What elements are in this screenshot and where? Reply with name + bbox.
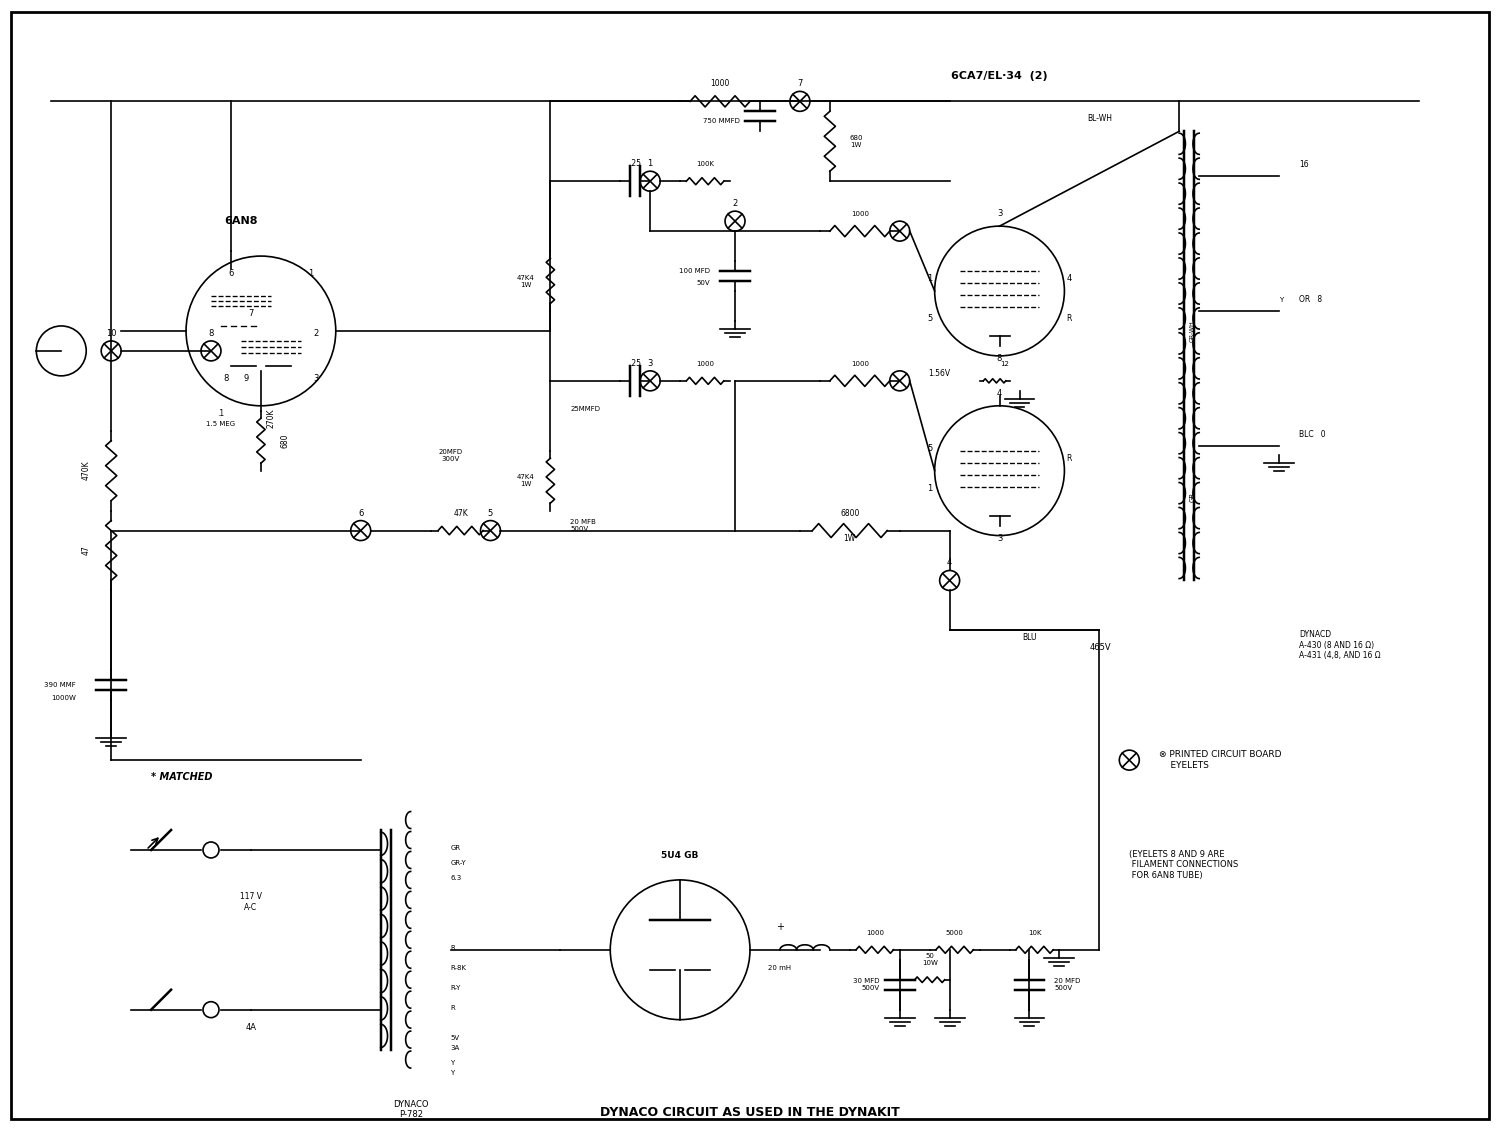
Text: 2: 2 [314,329,318,338]
Text: 390 MMF: 390 MMF [45,682,76,689]
Text: 470K: 470K [81,460,90,481]
Text: 5U4 GB: 5U4 GB [662,851,699,860]
Text: 4: 4 [946,559,952,568]
Text: 1.56V: 1.56V [928,369,951,378]
Text: 3: 3 [648,359,652,368]
Text: +: + [776,922,784,932]
Text: 6AN8: 6AN8 [224,216,258,226]
Circle shape [202,1002,219,1018]
Text: 3: 3 [998,209,1002,218]
Text: R: R [450,944,456,951]
Text: 465V: 465V [1089,644,1112,653]
Text: GR-Y: GR-Y [450,860,466,866]
Text: 47K: 47K [453,509,468,518]
Text: 3: 3 [998,534,1002,543]
Text: 7: 7 [796,79,802,88]
Text: 20 MFD
500V: 20 MFD 500V [1054,978,1082,991]
Text: 1: 1 [927,484,933,493]
Text: R: R [1066,454,1072,463]
Text: GR: GR [450,845,460,851]
Text: 30 MFD
500V: 30 MFD 500V [853,978,880,991]
Text: 750 MMFD: 750 MMFD [704,119,740,124]
Text: ⊗ PRINTED CIRCUIT BOARD
    EYELETS: ⊗ PRINTED CIRCUIT BOARD EYELETS [1160,751,1281,770]
Text: (EYELETS 8 AND 9 ARE
 FILAMENT CONNECTIONS
 FOR 6AN8 TUBE): (EYELETS 8 AND 9 ARE FILAMENT CONNECTION… [1130,851,1239,880]
Text: DYNACO CIRCUIT AS USED IN THE DYNAKIT: DYNACO CIRCUIT AS USED IN THE DYNAKIT [600,1106,900,1120]
Text: 1: 1 [308,269,314,278]
Text: DYNACO
P-782: DYNACO P-782 [393,1099,429,1119]
Text: 25MMFD: 25MMFD [570,406,600,412]
Text: 6: 6 [228,269,234,278]
Text: 1: 1 [648,159,652,169]
Text: 1000: 1000 [850,361,868,366]
Text: 6: 6 [358,509,363,518]
Text: 270K: 270K [267,408,276,428]
Text: 6800: 6800 [840,509,860,518]
Text: 16: 16 [1299,161,1308,170]
Text: 8: 8 [224,374,228,382]
Text: 4A: 4A [246,1022,256,1031]
Text: 5000: 5000 [945,930,963,935]
Text: 4: 4 [998,389,1002,398]
Text: OR   8: OR 8 [1299,295,1322,304]
Text: 20 MFB
500V: 20 MFB 500V [570,519,596,532]
Text: 47: 47 [81,545,90,555]
Text: 5V: 5V [450,1035,459,1041]
Text: .25: .25 [628,159,640,169]
Text: 117 V
A-C: 117 V A-C [240,892,262,912]
Text: 100K: 100K [696,162,714,167]
Text: * MATCHED: * MATCHED [152,772,213,783]
Text: 7: 7 [248,309,254,318]
Text: 4: 4 [1066,274,1072,283]
Text: 3: 3 [314,374,318,382]
Text: R-Y: R-Y [450,985,460,991]
Text: 1W: 1W [843,534,856,543]
Text: 2: 2 [732,199,738,208]
Text: 680
1W: 680 1W [850,135,864,148]
Text: 1: 1 [927,274,933,283]
Text: BLU: BLU [1022,633,1036,642]
Text: 1000: 1000 [865,930,883,935]
Text: 10K: 10K [1028,930,1041,935]
Text: 100 MFD: 100 MFD [680,268,710,274]
Text: GR: GR [1190,492,1196,502]
Text: Y: Y [450,1060,454,1065]
Circle shape [202,841,219,858]
Text: 6.3: 6.3 [450,875,462,881]
Text: 50V: 50V [696,280,709,286]
Text: 9: 9 [243,374,249,382]
Text: 680: 680 [280,433,290,448]
Text: 12: 12 [1000,361,1010,366]
Text: .25: .25 [628,359,640,368]
Text: BLC   0: BLC 0 [1299,430,1326,439]
Text: .1: .1 [217,408,225,417]
Text: 1000: 1000 [711,79,729,88]
Text: Y: Y [450,1070,454,1076]
Text: 47K4
1W: 47K4 1W [516,275,534,287]
Text: 20 mH: 20 mH [768,965,792,970]
Text: 8: 8 [209,329,213,338]
Text: 1.5 MEG: 1.5 MEG [207,421,236,426]
Text: Y: Y [1280,297,1284,303]
Text: GR-WH: GR-WH [1190,320,1194,342]
Text: BL-WH: BL-WH [1088,114,1112,123]
Text: 10: 10 [106,329,117,338]
Text: 1000: 1000 [850,211,868,217]
Text: 3A: 3A [450,1045,460,1051]
Text: 5: 5 [488,509,494,518]
Text: 47K4
1W: 47K4 1W [516,474,534,487]
Text: 20MFD
300V: 20MFD 300V [438,449,462,461]
Text: R: R [1066,314,1072,323]
Text: 1000: 1000 [696,361,714,366]
Text: 5: 5 [927,443,933,452]
Text: R-8K: R-8K [450,965,466,970]
Text: DYNACD
A-430 (8 AND 16 Ω)
A-431 (4,8, AND 16 Ω: DYNACD A-430 (8 AND 16 Ω) A-431 (4,8, AN… [1299,630,1380,661]
Text: R: R [450,1004,456,1011]
Text: 5: 5 [927,314,933,323]
Text: 8: 8 [998,354,1002,363]
Text: 50
10W: 50 10W [921,952,938,966]
Text: 6CA7/EL·34  (2): 6CA7/EL·34 (2) [951,71,1048,81]
Text: 1000W: 1000W [51,696,76,701]
